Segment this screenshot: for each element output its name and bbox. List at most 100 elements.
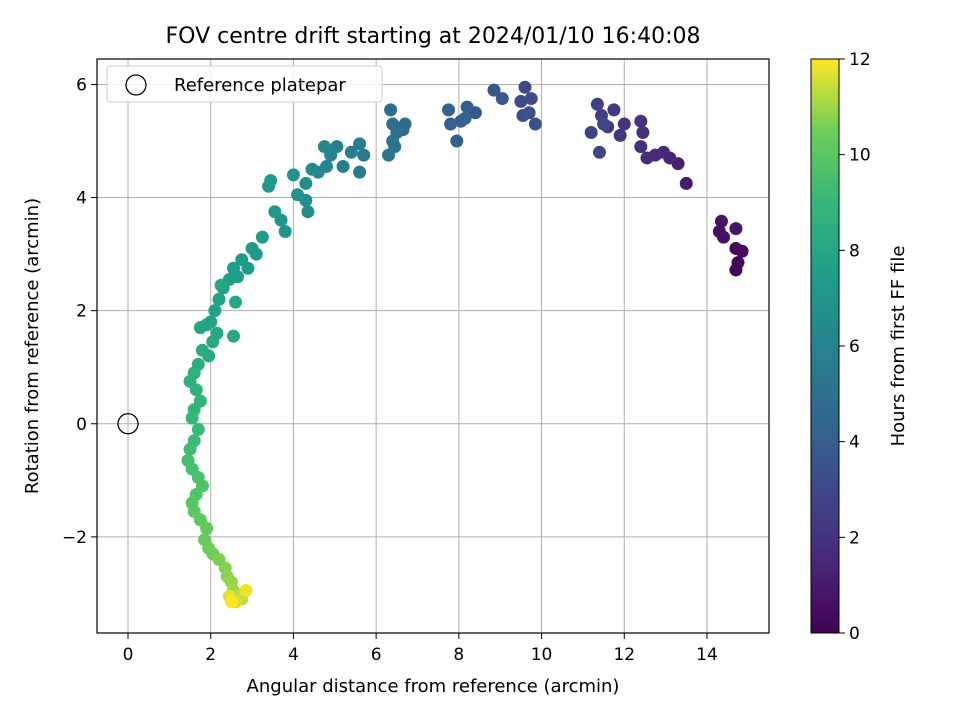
data-point bbox=[679, 176, 693, 190]
data-point bbox=[495, 92, 509, 106]
data-point bbox=[245, 241, 259, 255]
data-point bbox=[522, 106, 536, 120]
data-point bbox=[317, 140, 331, 154]
data-point bbox=[617, 117, 631, 131]
colorbar-ticks: 0 2 4 6 8 10 12 bbox=[839, 50, 871, 644]
colorbar-gradient bbox=[810, 58, 840, 634]
y-tick-label: 2 bbox=[76, 302, 87, 322]
data-point bbox=[514, 94, 528, 108]
data-point bbox=[714, 214, 728, 228]
data-point bbox=[191, 422, 205, 436]
data-points bbox=[117, 80, 749, 609]
data-point bbox=[487, 83, 501, 97]
data-point bbox=[299, 176, 313, 190]
colorbar-tick-label: 0 bbox=[849, 624, 860, 644]
data-point bbox=[613, 128, 627, 142]
data-point bbox=[208, 304, 222, 318]
data-point bbox=[268, 205, 282, 219]
data-point bbox=[286, 168, 300, 182]
y-axis-label: Rotation from reference (arcmin) bbox=[22, 198, 43, 494]
data-point bbox=[353, 165, 367, 179]
y-tick-label: 4 bbox=[76, 189, 87, 209]
x-tick-label: 14 bbox=[696, 645, 718, 665]
data-point bbox=[634, 114, 648, 128]
data-point bbox=[731, 256, 745, 270]
data-point bbox=[384, 103, 398, 117]
data-point bbox=[592, 145, 606, 159]
colorbar-tick-label: 4 bbox=[849, 433, 860, 453]
data-point bbox=[200, 521, 214, 535]
data-point bbox=[344, 145, 358, 159]
y-tick-label: 6 bbox=[76, 75, 87, 95]
x-tick-label: 6 bbox=[371, 645, 382, 665]
x-axis-ticks: 0 2 4 6 8 10 12 14 bbox=[123, 633, 718, 665]
colorbar-tick-label: 6 bbox=[849, 337, 860, 357]
data-point bbox=[712, 224, 726, 238]
data-point bbox=[226, 261, 240, 275]
x-tick-label: 12 bbox=[613, 645, 635, 665]
y-tick-label: 0 bbox=[76, 415, 87, 435]
data-point bbox=[193, 321, 207, 335]
legend: Reference platepar bbox=[106, 65, 383, 103]
colorbar: 0 2 4 6 8 10 12 Hours from first FF file bbox=[810, 50, 909, 644]
data-point bbox=[255, 230, 269, 244]
legend-marker bbox=[125, 74, 147, 96]
data-point bbox=[195, 343, 209, 357]
data-point bbox=[305, 162, 319, 176]
data-point bbox=[229, 295, 243, 309]
data-point bbox=[442, 103, 456, 117]
data-point bbox=[735, 244, 749, 258]
data-point bbox=[214, 278, 228, 292]
data-point bbox=[226, 329, 240, 343]
data-point bbox=[212, 292, 226, 306]
legend-box bbox=[106, 65, 383, 103]
x-tick-label: 8 bbox=[453, 645, 464, 665]
colorbar-tick-label: 8 bbox=[849, 241, 860, 261]
data-point bbox=[584, 126, 598, 140]
data-point bbox=[291, 188, 305, 202]
reference-platepar-marker bbox=[117, 413, 139, 435]
x-tick-label: 0 bbox=[123, 645, 134, 665]
data-point bbox=[206, 335, 220, 349]
data-point bbox=[382, 148, 396, 162]
y-tick-label: −2 bbox=[62, 528, 87, 548]
data-point bbox=[357, 148, 371, 162]
data-point bbox=[590, 97, 604, 111]
data-point bbox=[597, 117, 611, 131]
data-point bbox=[458, 111, 472, 125]
colorbar-tick-label: 10 bbox=[849, 146, 871, 166]
data-point bbox=[640, 151, 654, 165]
x-tick-label: 4 bbox=[288, 645, 299, 665]
y-axis-ticks: −2 0 2 4 6 bbox=[62, 75, 97, 548]
data-point bbox=[235, 253, 249, 267]
chart-title: FOV centre drift starting at 2024/01/10 … bbox=[166, 24, 701, 49]
x-tick-label: 2 bbox=[205, 645, 216, 665]
data-point bbox=[636, 126, 650, 140]
data-point bbox=[460, 100, 474, 114]
data-point bbox=[524, 92, 538, 106]
data-point bbox=[607, 103, 621, 117]
data-point bbox=[444, 117, 458, 131]
colorbar-tick-label: 12 bbox=[849, 50, 871, 70]
data-point bbox=[183, 442, 197, 456]
colorbar-label: Hours from first FF file bbox=[888, 246, 909, 447]
data-point bbox=[528, 117, 542, 131]
legend-label: Reference platepar bbox=[174, 75, 346, 96]
data-point bbox=[224, 595, 238, 609]
data-point bbox=[336, 159, 350, 173]
data-point bbox=[634, 140, 648, 154]
colorbar-tick-label: 2 bbox=[849, 528, 860, 548]
x-tick-label: 10 bbox=[531, 645, 553, 665]
data-point bbox=[729, 222, 743, 236]
data-point bbox=[185, 411, 199, 425]
data-point bbox=[398, 117, 412, 131]
data-point bbox=[518, 80, 532, 94]
data-point bbox=[189, 383, 203, 397]
x-axis-label: Angular distance from reference (arcmin) bbox=[247, 676, 620, 697]
data-point bbox=[264, 174, 278, 188]
data-point bbox=[450, 134, 464, 148]
data-point bbox=[353, 137, 367, 151]
data-point bbox=[301, 205, 315, 219]
data-point bbox=[278, 224, 292, 238]
data-point bbox=[239, 584, 253, 598]
